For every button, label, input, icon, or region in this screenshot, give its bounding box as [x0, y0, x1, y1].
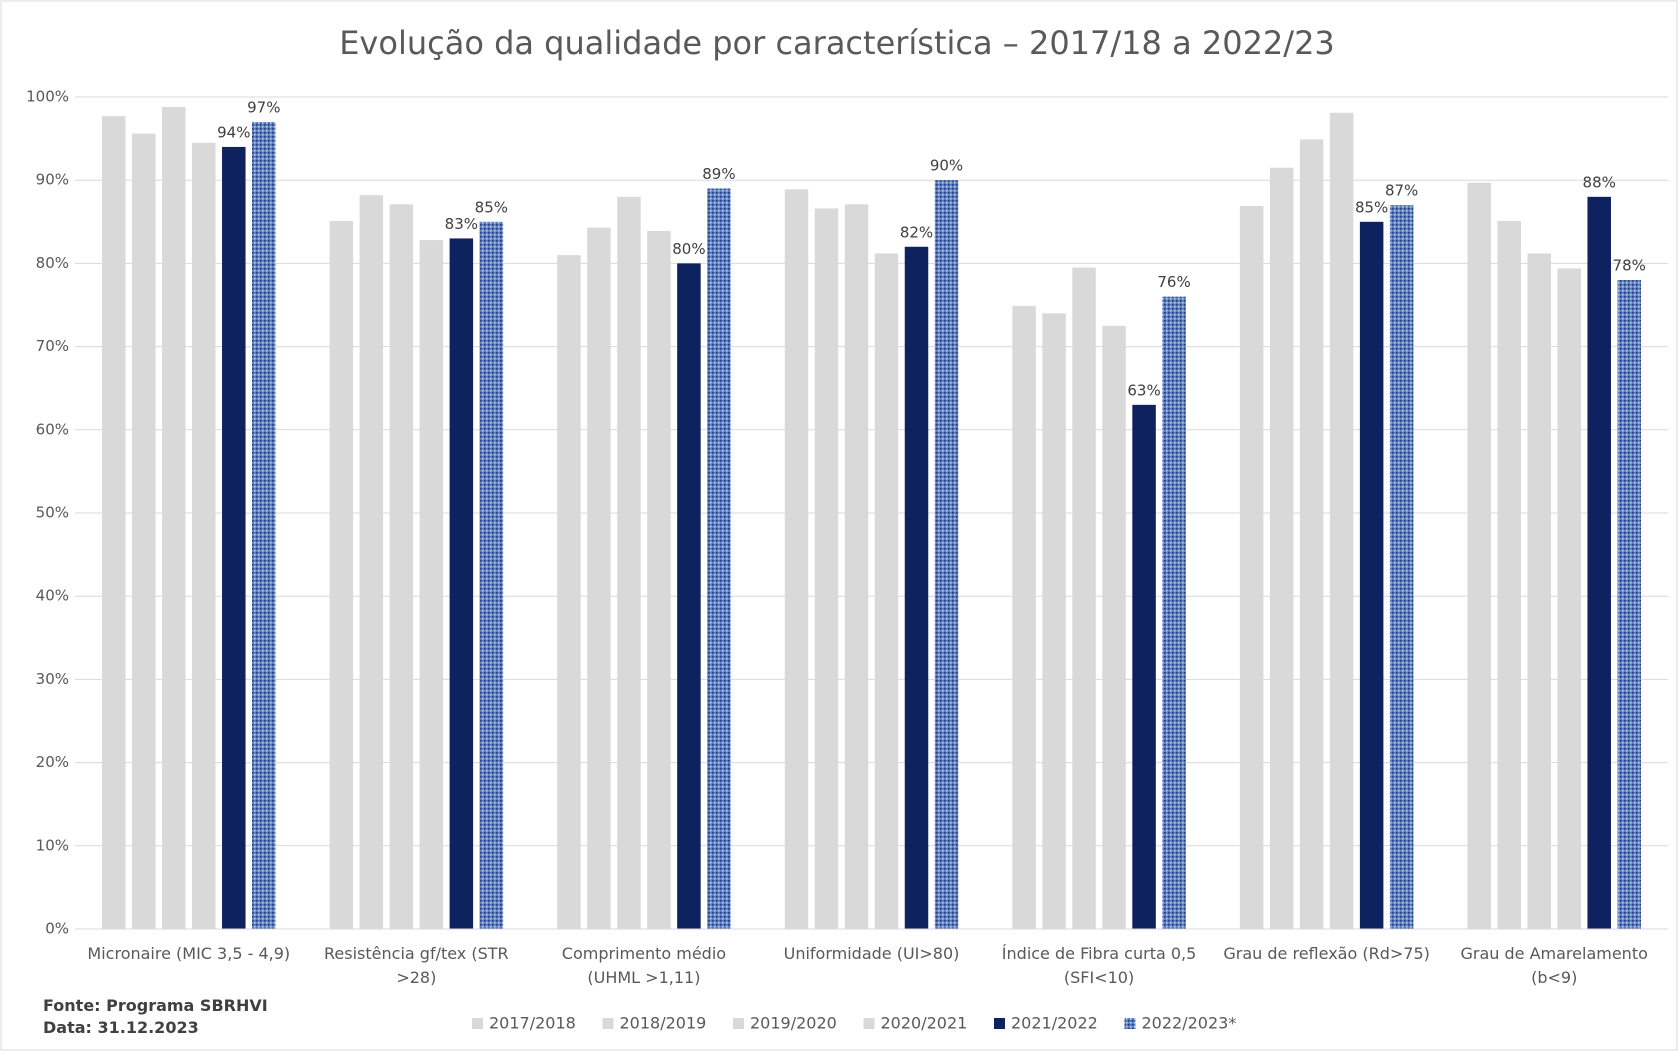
bar [1102, 325, 1126, 929]
bar [1527, 253, 1551, 929]
chart-title: Evolução da qualidade por característica… [339, 24, 1335, 62]
bar [1012, 305, 1036, 929]
y-tick-label: 90% [36, 171, 69, 189]
x-tick-label: Uniformidade (UI>80) [783, 944, 960, 963]
bar [904, 246, 929, 929]
bar [557, 255, 581, 929]
bar [1042, 313, 1066, 929]
date-note: Data: 31.12.2023 [43, 1018, 199, 1037]
data-label: 87% [1385, 182, 1418, 200]
data-label: 89% [702, 165, 735, 183]
data-label: 88% [1583, 173, 1616, 191]
bar [1072, 267, 1096, 929]
bar [874, 253, 899, 929]
legend-label: 2020/2021 [881, 1014, 968, 1033]
data-label: 80% [672, 240, 705, 258]
bar [1617, 280, 1641, 929]
x-tick-label: Comprimento médio (UHML >1,11) [561, 944, 727, 987]
y-tick-label: 0% [45, 920, 69, 938]
bar [1299, 139, 1324, 929]
data-label: 94% [217, 123, 250, 141]
bar [1497, 220, 1521, 929]
legend-swatch [602, 1018, 614, 1029]
y-tick-label: 70% [36, 337, 69, 355]
bar [707, 188, 731, 929]
legend-swatch [994, 1018, 1005, 1029]
bar [814, 208, 839, 929]
data-label: 76% [1157, 273, 1190, 291]
bar [162, 106, 186, 929]
x-tick-label: Grau de reflexão (Rd>75) [1223, 944, 1430, 963]
bar [587, 227, 611, 929]
bar [389, 204, 414, 929]
bar [252, 121, 276, 929]
bar [617, 196, 641, 930]
bar [359, 195, 384, 929]
x-tick-label: Micronaire (MIC 3,5 - 4,9) [87, 944, 291, 963]
legend-swatch [863, 1018, 875, 1029]
legend-swatch [733, 1018, 744, 1029]
bar [329, 220, 354, 929]
x-tick-label: Grau de Amarelamento (b<9) [1460, 944, 1648, 987]
bar [102, 116, 126, 930]
y-tick-label: 50% [36, 504, 69, 522]
legend-label: 2019/2020 [750, 1014, 837, 1033]
bar [192, 142, 216, 929]
y-tick-label: 40% [36, 587, 69, 605]
legend-swatch [1124, 1018, 1136, 1029]
bar [1557, 268, 1581, 930]
data-label: 82% [900, 223, 933, 241]
y-tick-label: 20% [36, 753, 69, 771]
y-tick-label: 60% [36, 420, 69, 438]
legend-label: 2017/2018 [489, 1014, 576, 1033]
data-label: 90% [930, 157, 963, 175]
y-tick-label: 100% [26, 88, 69, 106]
legend-swatch [472, 1018, 483, 1029]
data-label: 83% [445, 215, 478, 233]
data-label: 97% [247, 98, 280, 116]
bar [844, 204, 869, 929]
bar [449, 238, 474, 929]
bar [784, 189, 809, 930]
data-label: 78% [1613, 257, 1646, 275]
y-tick-label: 30% [36, 670, 69, 688]
source-note: Fonte: Programa SBRHVI [43, 996, 268, 1015]
bar [419, 240, 444, 929]
bar [934, 180, 959, 929]
bar [647, 230, 671, 929]
bar [1239, 205, 1264, 929]
bar [1587, 196, 1611, 930]
y-tick-label: 80% [36, 254, 69, 272]
legend-label: 2018/2019 [620, 1014, 707, 1033]
bar [1359, 221, 1384, 930]
bar [222, 146, 246, 930]
bar [1467, 182, 1491, 930]
bar [677, 263, 701, 929]
bar [1162, 296, 1186, 929]
legend-label: 2022/2023* [1142, 1014, 1237, 1033]
bar [479, 221, 504, 930]
bar [1132, 404, 1156, 930]
bar [1329, 112, 1354, 930]
data-label: 63% [1127, 381, 1160, 399]
data-label: 85% [1355, 198, 1388, 216]
x-tick-label: Índice de Fibra curta 0,5 (SFI<10) [1001, 944, 1197, 987]
data-label: 85% [475, 198, 508, 216]
bar [1389, 205, 1414, 929]
bar [132, 133, 156, 929]
y-tick-label: 10% [36, 836, 69, 854]
x-tick-label: Resistência gf/tex (STR >28) [324, 944, 509, 987]
legend-label: 2021/2022 [1011, 1014, 1098, 1033]
bar [1269, 167, 1294, 930]
